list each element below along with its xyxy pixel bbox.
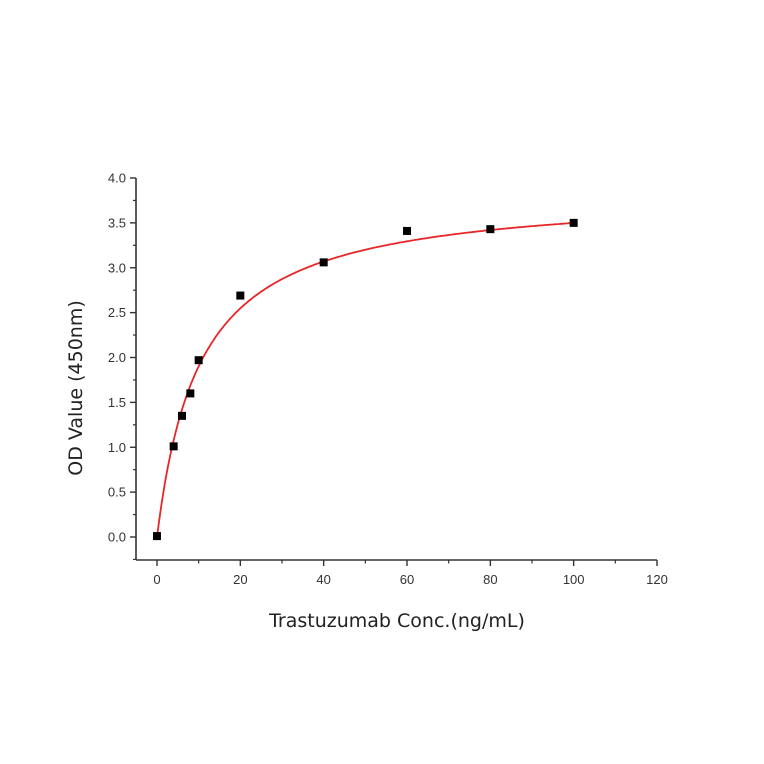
y-tick-label: 3.5: [108, 215, 126, 230]
y-tick-label: 1.5: [108, 395, 126, 410]
fit-curve-line: [156, 222, 574, 538]
data-point-marker: [486, 225, 495, 234]
x-tick-label: 0: [153, 572, 160, 587]
data-point-marker: [236, 291, 245, 300]
y-tick-label: 0.5: [108, 485, 126, 500]
x-tick-label: 100: [563, 572, 585, 587]
x-tick-label: 20: [233, 572, 247, 587]
data-point-marker: [194, 356, 203, 365]
data-point-marker: [186, 389, 195, 398]
y-tick-label: 0.0: [108, 530, 126, 545]
data-point-marker: [569, 218, 578, 227]
fit-curve: [156, 222, 574, 538]
data-point-marker: [403, 226, 411, 235]
x-tick-label: 80: [483, 572, 497, 587]
y-tick-label: 2.5: [108, 305, 126, 320]
y-tick-label: 1.0: [108, 440, 126, 455]
y-axis-title: OD Value (450nm): [65, 300, 87, 475]
x-axis-title: Trastuzumab Conc.(ng/mL): [268, 610, 525, 632]
y-tick-label: 2.0: [108, 350, 126, 365]
data-point-marker: [153, 532, 161, 541]
x-tick-label: 60: [400, 572, 414, 587]
x-tick-label: 120: [646, 572, 668, 587]
axes: 0.0 0.5 1.0 1.5 2.0 2.5 3.0 3.5 4.0 0 20 40 60 80 100 1…: [108, 171, 668, 588]
data-point-marker: [319, 258, 328, 267]
y-tick-label: 4.0: [108, 171, 126, 186]
data-point-marker: [169, 442, 178, 451]
data-points: [153, 218, 578, 541]
data-point-marker: [178, 411, 186, 420]
x-tick-label: 40: [316, 572, 330, 587]
y-tick-label: 3.0: [108, 260, 126, 275]
